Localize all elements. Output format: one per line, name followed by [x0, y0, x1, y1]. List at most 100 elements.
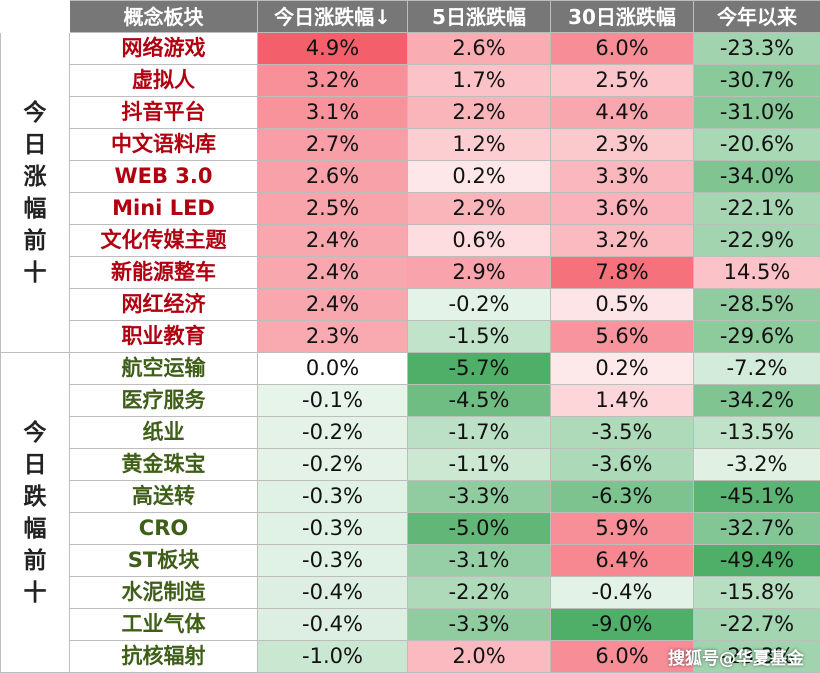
value-cell: 2.5%: [550, 64, 694, 97]
value-cell: -5.0%: [407, 512, 551, 545]
sector-name: 中文语料库: [69, 128, 258, 161]
table-row: 水泥制造 -0.4% -2.2% -0.4% -15.8%: [1, 576, 820, 609]
table-row: ST板块 -0.3% -3.1% 6.4% -49.4%: [1, 544, 820, 577]
value-cell: 2.4%: [257, 224, 408, 257]
sector-name: 文化传媒主题: [69, 224, 258, 257]
table-row: 网红经济 2.4% -0.2% 0.5% -28.5%: [1, 288, 820, 321]
value-cell: -1.5%: [407, 320, 551, 353]
value-cell: 1.2%: [407, 128, 551, 161]
value-cell: 2.6%: [257, 160, 408, 193]
value-cell: -0.4%: [257, 576, 408, 609]
sector-name: 黄金珠宝: [69, 448, 258, 481]
table-row: 文化传媒主题 2.4% 0.6% 3.2% -22.9%: [1, 224, 820, 257]
value-cell: 3.2%: [550, 224, 694, 257]
value-cell: -3.6%: [550, 448, 694, 481]
value-cell: 0.2%: [550, 352, 694, 385]
value-cell: -3.3%: [407, 480, 551, 513]
value-cell: 5.6%: [550, 320, 694, 353]
watermark-text: 搜狐号@华夏基金: [668, 649, 804, 669]
value-cell: 1.4%: [550, 384, 694, 417]
table-body: 今日涨幅前十网络游戏 4.9% 2.6% 6.0% -23.3% 虚拟人 3.2% 1.7% 2…: [0, 32, 820, 673]
value-cell: -0.3%: [257, 480, 408, 513]
value-cell: 3.3%: [550, 160, 694, 193]
table-row: 今日涨幅前十网络游戏 4.9% 2.6% 6.0% -23.3%: [0, 32, 820, 353]
value-cell: -4.5%: [407, 384, 551, 417]
value-cell: 1.7%: [407, 64, 551, 97]
value-cell: 3.2%: [257, 64, 408, 97]
sector-name: 职业教育: [69, 320, 258, 353]
sector-name: WEB 3.0: [69, 160, 258, 193]
column-header: 30日涨跌幅: [550, 0, 694, 33]
value-cell: -1.1%: [407, 448, 551, 481]
value-cell: 3.1%: [257, 96, 408, 129]
value-cell: -23.3%: [693, 640, 820, 673]
value-cell: -23.3%: [693, 32, 820, 65]
value-cell: 2.3%: [550, 128, 694, 161]
value-cell: 2.4%: [257, 288, 408, 321]
value-cell: -22.1%: [693, 192, 820, 225]
group-label-char: 涨: [23, 163, 47, 190]
value-cell: 2.4%: [257, 256, 408, 289]
value-cell: -30.7%: [693, 64, 820, 97]
value-cell: -0.2%: [407, 288, 551, 321]
value-cell: 0.2%: [407, 160, 551, 193]
value-cell: -0.4%: [550, 576, 694, 609]
value-cell: -28.5%: [693, 288, 820, 321]
table-row: WEB 3.0 2.6% 0.2% 3.3% -34.0%: [1, 160, 820, 193]
value-cell: 4.9%: [257, 32, 408, 65]
value-cell: 0.0%: [257, 352, 408, 385]
sector-name: Mini LED: [69, 192, 258, 225]
sector-name: 高送转: [69, 480, 258, 513]
value-cell: 2.2%: [407, 96, 551, 129]
value-cell: -0.1%: [257, 384, 408, 417]
value-cell: -49.4%: [693, 544, 820, 577]
value-cell: 2.9%: [407, 256, 551, 289]
value-cell: 2.7%: [257, 128, 408, 161]
value-cell: 2.0%: [407, 640, 551, 673]
sector-name: 抖音平台: [69, 96, 258, 129]
value-cell: -13.5%: [693, 416, 820, 449]
value-cell: 6.0%: [550, 640, 694, 673]
sector-name: ST板块: [69, 544, 258, 577]
value-cell: -34.0%: [693, 160, 820, 193]
table-row: 黄金珠宝 -0.2% -1.1% -3.6% -3.2%: [1, 448, 820, 481]
value-cell: -9.0%: [550, 608, 694, 641]
group-label-char: 今: [23, 99, 47, 126]
value-cell: -3.5%: [550, 416, 694, 449]
table-row: 医疗服务 -0.1% -4.5% 1.4% -34.2%: [1, 384, 820, 417]
value-cell: 3.6%: [550, 192, 694, 225]
header-corner: [0, 0, 70, 33]
group-label-char: 前: [23, 227, 47, 254]
group-label-char: 幅: [23, 515, 47, 542]
group-label: 今日涨幅前十: [0, 32, 70, 353]
value-cell: -32.7%: [693, 512, 820, 545]
group-label-char: 日: [23, 131, 47, 158]
value-cell: -0.4%: [257, 608, 408, 641]
value-cell: 7.8%: [550, 256, 694, 289]
value-cell: -20.6%: [693, 128, 820, 161]
value-cell: -0.2%: [257, 448, 408, 481]
value-cell: -45.1%: [693, 480, 820, 513]
sector-name: 网络游戏: [69, 32, 258, 65]
sector-name: 虚拟人: [69, 64, 258, 97]
value-cell: -2.2%: [407, 576, 551, 609]
group-label-char: 跌: [23, 483, 47, 510]
value-cell: 0.5%: [550, 288, 694, 321]
table-row: 虚拟人 3.2% 1.7% 2.5% -30.7%: [1, 64, 820, 97]
sector-name: 新能源整车: [69, 256, 258, 289]
value-cell: 2.2%: [407, 192, 551, 225]
sector-name: CRO: [69, 512, 258, 545]
table-row: 纸业 -0.2% -1.7% -3.5% -13.5%: [1, 416, 820, 449]
group-label-char: 日: [23, 451, 47, 478]
group-label-char: 前: [23, 547, 47, 574]
value-cell: -5.7%: [407, 352, 551, 385]
value-cell: 2.3%: [257, 320, 408, 353]
value-cell: -22.9%: [693, 224, 820, 257]
sector-name: 水泥制造: [69, 576, 258, 609]
value-cell: -6.3%: [550, 480, 694, 513]
sector-name: 抗核辐射: [69, 640, 258, 673]
sector-name: 网红经济: [69, 288, 258, 321]
value-cell: -3.1%: [407, 544, 551, 577]
table-row: 今日跌幅前十航空运输 0.0% -5.7% 0.2% -7.2%: [0, 352, 820, 673]
